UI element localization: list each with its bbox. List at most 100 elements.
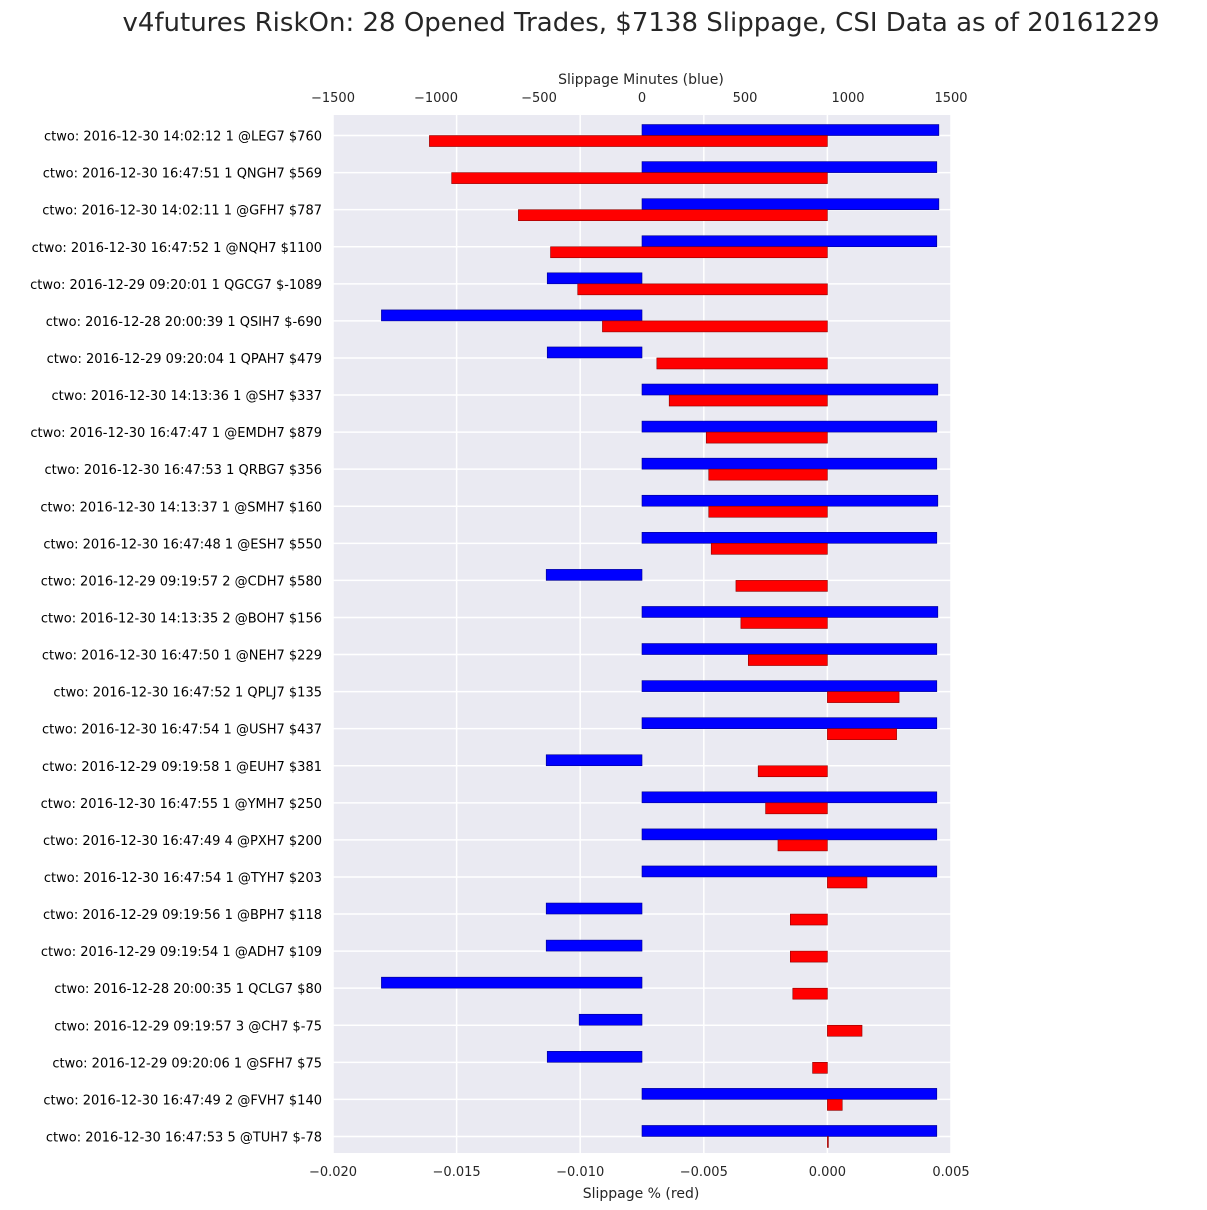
bar-minutes <box>641 717 938 729</box>
bar-minutes <box>381 976 643 989</box>
bar-minutes <box>546 346 643 359</box>
category-labels: ctwo: 2016-12-30 14:02:12 1 @LEG7 $760 ct… <box>30 130 322 1146</box>
bar-minutes <box>381 309 643 322</box>
x-tick-label-top: 1500 <box>934 91 967 106</box>
bar-percent <box>668 394 828 407</box>
bar-percent <box>740 617 828 629</box>
x-tick-label-bottom: −0.015 <box>433 1165 481 1180</box>
bar-percent <box>708 505 828 518</box>
bar-minutes <box>545 939 643 952</box>
bar-minutes <box>641 420 938 433</box>
bars <box>381 124 940 1148</box>
x-tick-label-top: −1000 <box>414 91 458 106</box>
bar-percent <box>708 468 828 481</box>
category-label: ctwo: 2016-12-29 09:19:58 1 @EUH7 $381 <box>42 760 322 775</box>
bar-minutes <box>641 791 938 804</box>
category-label: ctwo: 2016-12-30 16:47:52 1 QPLJ7 $135 <box>53 686 322 701</box>
bar-percent <box>812 1062 828 1074</box>
bar-minutes <box>641 865 938 878</box>
category-label: ctwo: 2016-12-30 16:47:47 1 @EMDH7 $879 <box>30 426 322 441</box>
bar-percent <box>765 802 828 815</box>
bar-percent <box>827 1099 843 1111</box>
category-label: ctwo: 2016-12-30 16:47:53 5 @TUH7 $-78 <box>46 1130 322 1145</box>
x-axis-label-bottom: Slippage % (red) <box>583 1186 700 1202</box>
x-tick-label-bottom: 0.000 <box>809 1165 846 1180</box>
category-label: ctwo: 2016-12-30 16:47:51 1 QNGH7 $569 <box>43 167 322 182</box>
bar-percent <box>710 543 828 555</box>
x-axis-label-top: Slippage Minutes (blue) <box>558 72 724 88</box>
bar-minutes <box>641 235 938 248</box>
category-label: ctwo: 2016-12-28 20:00:39 1 QSIH7 $-690 <box>46 315 322 330</box>
category-label: ctwo: 2016-12-30 14:13:36 1 @SH7 $337 <box>52 389 322 404</box>
category-label: ctwo: 2016-12-29 09:19:56 1 @BPH7 $118 <box>43 908 322 923</box>
bar-minutes <box>545 569 643 581</box>
bar-percent <box>827 876 868 889</box>
category-label: ctwo: 2016-12-30 16:47:53 1 QRBG7 $356 <box>45 463 322 478</box>
bar-percent <box>577 283 828 296</box>
bar-percent <box>757 765 828 778</box>
bar-percent <box>792 987 828 1000</box>
category-label: ctwo: 2016-12-30 16:47:48 1 @ESH7 $550 <box>43 537 322 552</box>
bar-percent <box>827 691 900 703</box>
x-tick-label-top: −500 <box>521 91 557 106</box>
category-label: ctwo: 2016-12-29 09:19:57 2 @CDH7 $580 <box>41 574 322 589</box>
category-label: ctwo: 2016-12-30 16:47:54 1 @TYH7 $203 <box>44 871 322 886</box>
bar-percent <box>705 431 828 444</box>
bar-percent <box>747 654 828 666</box>
bar-minutes <box>641 457 938 470</box>
bar-percent <box>518 209 828 221</box>
category-label: ctwo: 2016-12-30 16:47:50 1 @NEH7 $229 <box>42 649 322 664</box>
bar-percent <box>827 728 897 740</box>
plot-background <box>333 115 951 1153</box>
chart-title: v4futures RiskOn: 28 Opened Trades, $713… <box>122 8 1159 38</box>
category-label: ctwo: 2016-12-30 16:47:52 1 @NQH7 $1100 <box>32 241 322 256</box>
category-label: ctwo: 2016-12-30 16:47:55 1 @YMH7 $250 <box>41 797 322 812</box>
bar-minutes <box>641 532 938 544</box>
bar-minutes <box>641 198 940 210</box>
bar-minutes <box>545 902 643 915</box>
category-label: ctwo: 2016-12-30 14:02:12 1 @LEG7 $760 <box>44 130 322 145</box>
bar-percent <box>777 839 828 852</box>
category-label: ctwo: 2016-12-29 09:20:01 1 QGCG7 $-1089 <box>30 278 322 293</box>
x-tick-label-bottom: −0.020 <box>309 1165 357 1180</box>
category-label: ctwo: 2016-12-28 20:00:35 1 QCLG7 $80 <box>54 982 322 997</box>
bar-minutes <box>641 1125 938 1137</box>
category-label: ctwo: 2016-12-30 14:02:11 1 @GFH7 $787 <box>42 204 322 219</box>
bar-minutes <box>546 1051 643 1063</box>
bar-minutes <box>641 494 939 507</box>
bar-percent <box>602 320 828 333</box>
x-tick-label-bottom: −0.005 <box>680 1165 728 1180</box>
bar-minutes <box>641 383 939 396</box>
bar-percent <box>790 913 828 926</box>
bar-minutes <box>641 124 940 136</box>
category-label: ctwo: 2016-12-30 16:47:54 1 @USH7 $437 <box>42 723 322 738</box>
bar-percent <box>735 580 828 592</box>
bar-minutes <box>641 828 938 841</box>
x-tick-label-bottom: 0.005 <box>932 1165 969 1180</box>
bar-percent <box>827 1024 863 1037</box>
bar-minutes <box>641 643 938 655</box>
x-tick-label-top: 1000 <box>831 91 864 106</box>
category-label: ctwo: 2016-12-29 09:20:06 1 @SFH7 $75 <box>52 1056 322 1071</box>
tick-labels: −0.020 −0.015 −0.010 −0.005 0.000 0.005 −1500 −… <box>309 91 970 1180</box>
x-tick-label-top: −1500 <box>311 91 355 106</box>
category-label: ctwo: 2016-12-30 16:47:49 2 @FVH7 $140 <box>43 1093 322 1108</box>
x-tick-label-top: 500 <box>733 91 758 106</box>
category-label: ctwo: 2016-12-29 09:19:57 3 @CH7 $-75 <box>54 1019 322 1034</box>
bar-minutes <box>578 1013 643 1026</box>
x-tick-label-bottom: −0.010 <box>556 1165 604 1180</box>
bar-percent <box>790 950 828 963</box>
category-label: ctwo: 2016-12-29 09:20:04 1 QPAH7 $479 <box>47 352 322 367</box>
bar-percent <box>550 246 828 259</box>
category-label: ctwo: 2016-12-30 16:47:49 4 @PXH7 $200 <box>43 834 322 849</box>
bar-minutes <box>546 272 643 285</box>
bar-minutes <box>641 680 938 692</box>
bar-minutes <box>641 161 938 173</box>
category-label: ctwo: 2016-12-30 14:13:35 2 @BOH7 $156 <box>41 611 322 626</box>
x-tick-label-top: 0 <box>638 91 646 106</box>
bar-minutes <box>545 754 643 767</box>
category-label: ctwo: 2016-12-29 09:19:54 1 @ADH7 $109 <box>41 945 322 960</box>
category-label: ctwo: 2016-12-30 14:13:37 1 @SMH7 $160 <box>40 500 322 515</box>
bar-percent <box>656 357 828 370</box>
